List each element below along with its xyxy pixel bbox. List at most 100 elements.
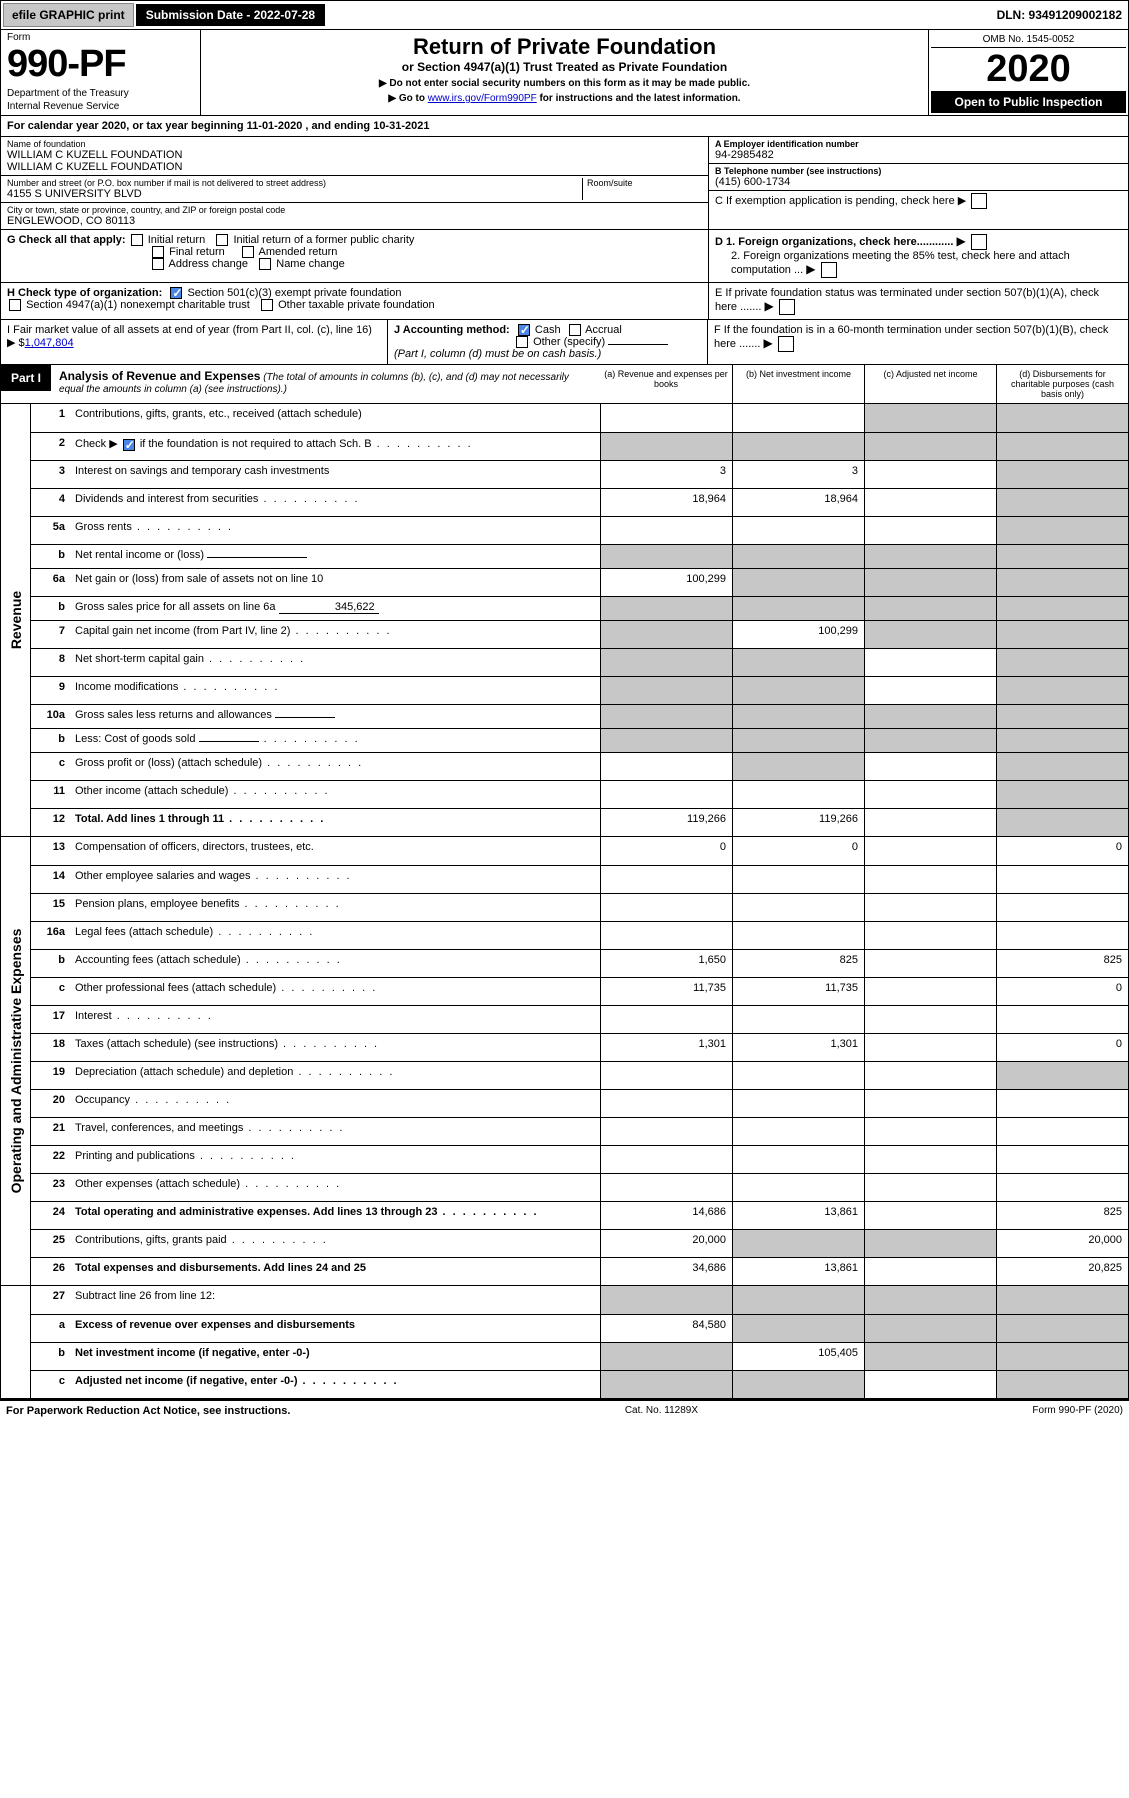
- ln-1: 1: [31, 404, 71, 432]
- ln-18: 18: [31, 1034, 71, 1061]
- r23-desc: Other expenses (attach schedule): [71, 1174, 600, 1201]
- topbar: efile GRAPHIC print Submission Date - 20…: [1, 1, 1128, 30]
- r6b-desc: Gross sales price for all assets on line…: [71, 597, 600, 620]
- r6a-c: [864, 569, 996, 596]
- address-value: 4155 S UNIVERSITY BLVD: [7, 188, 582, 200]
- checkbox-final[interactable]: [152, 246, 164, 258]
- h-label: H Check type of organization:: [7, 287, 162, 299]
- fmv-amount[interactable]: 1,047,804: [25, 337, 74, 349]
- ln-2: 2: [31, 433, 71, 460]
- r6b-val: 345,622: [279, 601, 379, 614]
- form-ref: Form 990-PF (2020): [1032, 1405, 1123, 1417]
- note2-pre: ▶ Go to: [388, 93, 427, 104]
- r19-c: [864, 1062, 996, 1089]
- header-left: Form 990-PF Department of the Treasury I…: [1, 30, 201, 115]
- r1-c: [864, 404, 996, 432]
- r6b-d: [996, 597, 1128, 620]
- d2-text: 2. Foreign organizations meeting the 85%…: [731, 250, 1070, 276]
- checkbox-accrual[interactable]: [569, 324, 581, 336]
- r27b-a: [600, 1343, 732, 1370]
- r11-d: [996, 781, 1128, 808]
- irs-link[interactable]: www.irs.gov/Form990PF: [428, 93, 537, 104]
- section-j: J Accounting method: Cash Accrual Other …: [388, 320, 708, 364]
- r13-d: 0: [996, 837, 1128, 865]
- checkbox-name[interactable]: [259, 258, 271, 270]
- checkbox-4947[interactable]: [9, 299, 21, 311]
- r6b-text: Gross sales price for all assets on line…: [75, 601, 276, 613]
- r6b-a: [600, 597, 732, 620]
- r14-b: [732, 866, 864, 893]
- r13-b: 0: [732, 837, 864, 865]
- form-label: Form: [7, 32, 194, 43]
- r26-c: [864, 1258, 996, 1285]
- section-g-d: G Check all that apply: Initial return I…: [1, 230, 1128, 283]
- checkbox-schb[interactable]: [123, 439, 135, 451]
- ln-11: 11: [31, 781, 71, 808]
- checkbox-address[interactable]: [152, 258, 164, 270]
- c-cell: C If exemption application is pending, c…: [709, 191, 1128, 211]
- r1-d: [996, 404, 1128, 432]
- checkbox-f[interactable]: [778, 336, 794, 352]
- r10b-line: [199, 741, 259, 742]
- r22-d: [996, 1146, 1128, 1173]
- part1-header: Part I Analysis of Revenue and Expenses …: [1, 365, 1128, 404]
- g6-text: Name change: [276, 258, 345, 270]
- checkbox-c[interactable]: [971, 193, 987, 209]
- r18-d: 0: [996, 1034, 1128, 1061]
- checkbox-initial[interactable]: [131, 234, 143, 246]
- r14-c: [864, 866, 996, 893]
- r10a-desc: Gross sales less returns and allowances: [71, 705, 600, 728]
- r22-b: [732, 1146, 864, 1173]
- g1-text: Initial return: [148, 234, 205, 246]
- net-side: [1, 1286, 31, 1398]
- r6a-d: [996, 569, 1128, 596]
- ln-14: 14: [31, 866, 71, 893]
- col-b-hdr: (b) Net investment income: [732, 365, 864, 403]
- expense-side-label: Operating and Administrative Expenses: [1, 837, 31, 1285]
- checkbox-cash[interactable]: [518, 324, 530, 336]
- efile-print-button[interactable]: efile GRAPHIC print: [3, 3, 134, 27]
- r27a-d: [996, 1315, 1128, 1342]
- r5a-a: [600, 517, 732, 544]
- note-ssn: ▶ Do not enter social security numbers o…: [207, 78, 922, 89]
- other-specify-line: [608, 344, 668, 345]
- section-e: E If private foundation status was termi…: [708, 283, 1128, 320]
- checkbox-501c3[interactable]: [170, 287, 182, 299]
- g3-text: Final return: [169, 246, 225, 258]
- r2-b: [732, 433, 864, 460]
- r17-b: [732, 1006, 864, 1033]
- section-i: I Fair market value of all assets at end…: [1, 320, 388, 364]
- col-a-hdr: (a) Revenue and expenses per books: [600, 365, 732, 403]
- dept-treasury: Department of the Treasury: [7, 88, 194, 99]
- checkbox-amended[interactable]: [242, 246, 254, 258]
- r10c-b: [732, 753, 864, 780]
- checkbox-other-method[interactable]: [516, 336, 528, 348]
- header-right: OMB No. 1545-0052 2020 Open to Public In…: [928, 30, 1128, 115]
- r7-b: 100,299: [732, 621, 864, 648]
- r7-desc: Capital gain net income (from Part IV, l…: [71, 621, 600, 648]
- r4-d: [996, 489, 1128, 516]
- ln-27b: b: [31, 1343, 71, 1370]
- r4-c: [864, 489, 996, 516]
- r10a-text: Gross sales less returns and allowances: [75, 709, 272, 721]
- r5a-c: [864, 517, 996, 544]
- ln-5a: 5a: [31, 517, 71, 544]
- r21-b: [732, 1118, 864, 1145]
- c-text: C If exemption application is pending, c…: [715, 195, 966, 207]
- r2a-text: Check ▶: [75, 438, 121, 450]
- checkbox-initial-former[interactable]: [216, 234, 228, 246]
- checkbox-e[interactable]: [779, 299, 795, 315]
- r20-c: [864, 1090, 996, 1117]
- form-number: 990-PF: [7, 43, 194, 86]
- r17-desc: Interest: [71, 1006, 600, 1033]
- r15-c: [864, 894, 996, 921]
- r11-c: [864, 781, 996, 808]
- checkbox-d1[interactable]: [971, 234, 987, 250]
- checkbox-d2[interactable]: [821, 262, 837, 278]
- r9-a: [600, 677, 732, 704]
- r4-b: 18,964: [732, 489, 864, 516]
- r13-desc: Compensation of officers, directors, tru…: [71, 837, 600, 865]
- checkbox-other-tax[interactable]: [261, 299, 273, 311]
- section-h: H Check type of organization: Section 50…: [1, 283, 708, 320]
- r25-c: [864, 1230, 996, 1257]
